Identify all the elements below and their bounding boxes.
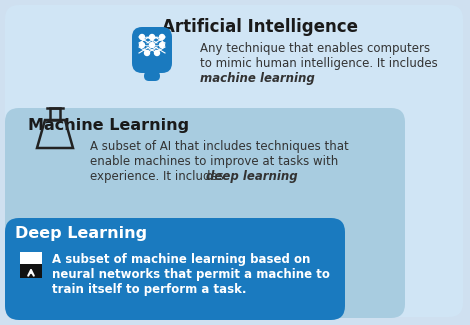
Text: train itself to perform a task.: train itself to perform a task. [52, 283, 246, 296]
Text: neural networks that permit a machine to: neural networks that permit a machine to [52, 268, 330, 281]
FancyBboxPatch shape [5, 218, 345, 320]
FancyBboxPatch shape [132, 27, 172, 73]
Circle shape [149, 43, 155, 47]
FancyBboxPatch shape [20, 252, 42, 264]
Text: A subset of AI that includes techniques that: A subset of AI that includes techniques … [90, 140, 349, 153]
Text: deep learning: deep learning [206, 170, 298, 183]
Circle shape [149, 34, 155, 40]
Circle shape [140, 34, 144, 40]
FancyBboxPatch shape [20, 264, 42, 278]
Circle shape [159, 43, 164, 47]
Text: experience. It includes: experience. It includes [90, 170, 227, 183]
Text: Any technique that enables computers: Any technique that enables computers [200, 42, 430, 55]
Text: A subset of machine learning based on: A subset of machine learning based on [52, 253, 310, 266]
Text: Machine Learning: Machine Learning [28, 118, 189, 133]
Circle shape [155, 50, 159, 56]
Text: Deep Learning: Deep Learning [15, 226, 147, 241]
FancyBboxPatch shape [5, 108, 405, 318]
Text: enable machines to improve at tasks with: enable machines to improve at tasks with [90, 155, 338, 168]
Text: to mimic human intelligence. It includes: to mimic human intelligence. It includes [200, 57, 438, 70]
Circle shape [144, 50, 149, 56]
Text: Artificial Intelligence: Artificial Intelligence [162, 18, 358, 36]
FancyBboxPatch shape [5, 5, 463, 317]
Text: machine learning: machine learning [200, 72, 315, 85]
Circle shape [140, 43, 144, 47]
Circle shape [159, 34, 164, 40]
FancyBboxPatch shape [144, 71, 160, 81]
